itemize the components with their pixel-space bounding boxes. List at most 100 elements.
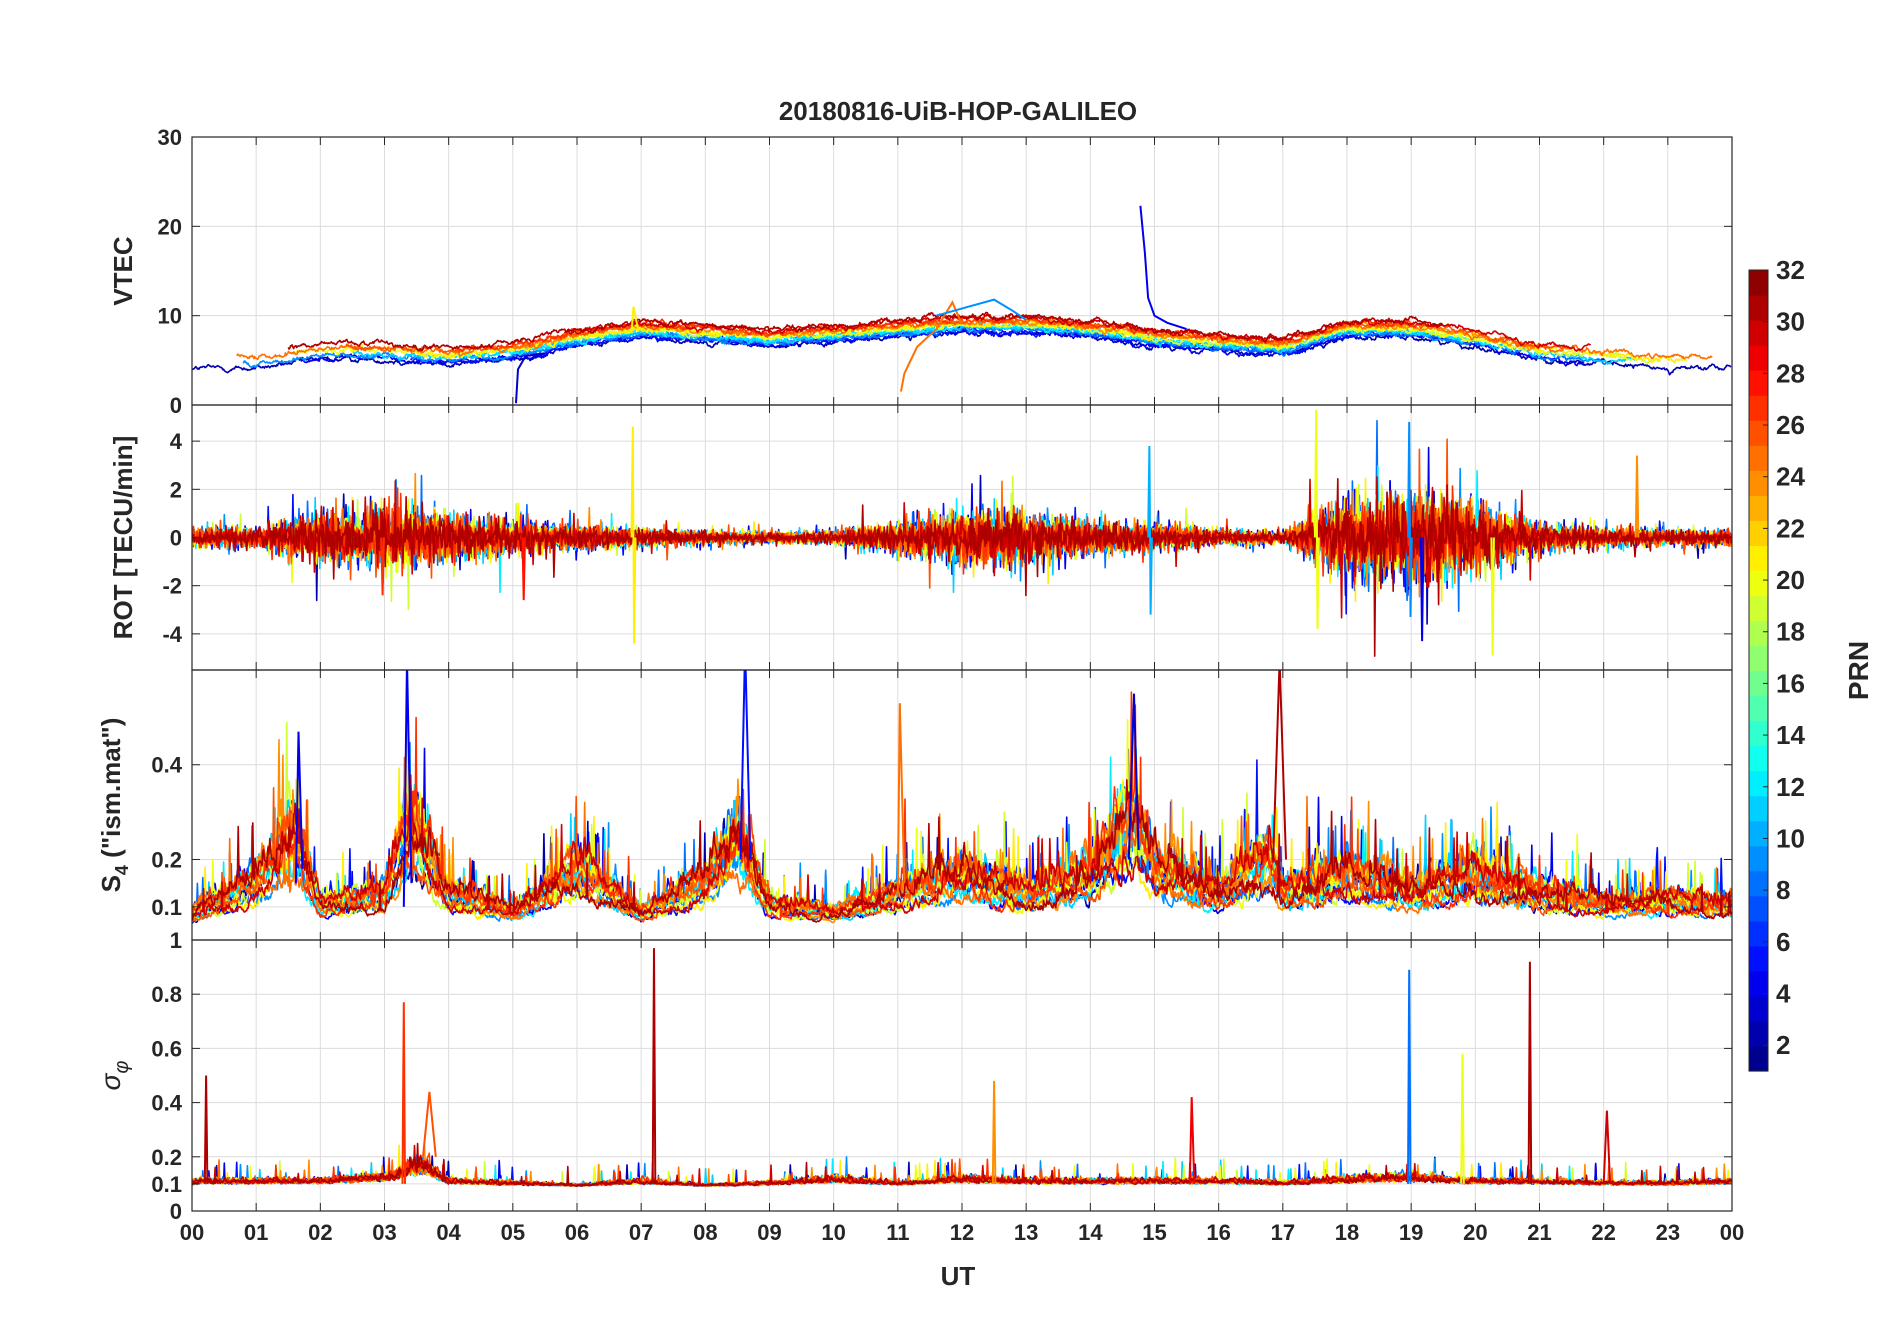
colorbar-segment xyxy=(1749,645,1768,672)
colorbar-segment xyxy=(1749,670,1768,697)
colorbar-segment xyxy=(1749,370,1768,396)
sigma-event-2 xyxy=(1407,969,1412,1184)
panel-s4: 0.1 0.2 0.4 S4 ("ism.mat") xyxy=(96,669,1733,941)
x-tick-label: 08 xyxy=(693,1220,717,1245)
x-tick-label: 00 xyxy=(180,1220,204,1245)
rot-ytick-label: -4 xyxy=(162,622,182,647)
vtec-event-0 xyxy=(1139,205,1187,331)
colorbar-segment xyxy=(1749,1020,1768,1047)
colorbar-segment xyxy=(1749,545,1768,571)
colorbar-segment xyxy=(1749,695,1768,722)
rot-event-0 xyxy=(630,426,637,644)
sigma-event-9 xyxy=(422,1091,437,1157)
s4-event-0 xyxy=(402,670,413,907)
x-tick-label: 11 xyxy=(886,1220,909,1245)
colorbar-tick-label: 12 xyxy=(1776,772,1805,802)
rot-series-prn-30 xyxy=(192,476,1732,619)
rot-ticks: -4 -2 0 2 4 xyxy=(162,405,1733,670)
rot-ytick-label: 2 xyxy=(170,477,182,502)
colorbar-tick-label: 14 xyxy=(1776,720,1805,750)
x-tick-label: 05 xyxy=(501,1220,525,1245)
s4-ytick-label: 0.4 xyxy=(151,753,182,778)
sigma-event-8 xyxy=(1602,1110,1612,1184)
vtec-series-prn-2 xyxy=(192,328,1732,376)
x-tick-label: 09 xyxy=(757,1220,781,1245)
colorbar-segment xyxy=(1749,770,1768,797)
colorbar-segment xyxy=(1749,445,1768,471)
x-tick-label: 04 xyxy=(436,1220,461,1245)
rot-event-6 xyxy=(1419,537,1425,642)
sigma-event-1 xyxy=(1527,961,1533,1184)
x-tick-label: 12 xyxy=(950,1220,974,1245)
rot-ytick-label: 4 xyxy=(170,429,183,454)
sigma-ticks: 00.10.2 0.4 0.6 0.8 1 xyxy=(151,928,1733,1224)
colorbar-tick-label: 20 xyxy=(1776,565,1805,595)
sigma-event-3 xyxy=(401,1002,406,1184)
chart-title: 20180816-UiB-HOP-GALILEO xyxy=(779,96,1137,126)
rot-event-5 xyxy=(1407,421,1413,618)
sigma-event-7 xyxy=(1188,1097,1196,1184)
sigma-series-prn-31 xyxy=(192,1142,1732,1187)
s4-ytick-label: 0.2 xyxy=(151,847,182,872)
vtec-ylabel: VTEC xyxy=(108,236,138,306)
vtec-series xyxy=(192,205,1732,404)
x-tick-label: 06 xyxy=(565,1220,589,1245)
vtec-event-2 xyxy=(900,300,963,392)
colorbar-segment xyxy=(1749,1045,1768,1072)
vtec-event-4 xyxy=(936,298,1027,321)
x-tick-label: 20 xyxy=(1463,1220,1487,1245)
vtec-ytick-label: 10 xyxy=(158,304,182,329)
rot-series xyxy=(192,409,1732,657)
x-tick-label: 02 xyxy=(308,1220,332,1245)
colorbar-segment xyxy=(1749,820,1768,847)
rot-event-3 xyxy=(1147,445,1153,615)
vtec-series-prn-24 xyxy=(512,317,1540,352)
x-tick-label: 21 xyxy=(1527,1220,1551,1245)
rot-ytick-label: 0 xyxy=(170,526,182,551)
s4-series-prn-30 xyxy=(192,790,1732,919)
vtec-event-1 xyxy=(515,352,546,404)
x-tick-label: 18 xyxy=(1335,1220,1359,1245)
vtec-grid xyxy=(192,136,1732,406)
sigma-series-prn-30 xyxy=(192,1144,1732,1187)
colorbar-segment xyxy=(1749,895,1768,922)
s4-event-3 xyxy=(896,703,906,898)
x-tick-label: 15 xyxy=(1142,1220,1166,1245)
sigma-ytick-label: 0.8 xyxy=(151,982,182,1007)
colorbar-segment xyxy=(1749,945,1768,972)
colorbar-tick-label: 4 xyxy=(1776,978,1791,1008)
x-tick-label: 07 xyxy=(629,1220,653,1245)
s4-ticks: 0.1 0.2 0.4 xyxy=(151,670,1733,940)
colorbar-tick-label: 10 xyxy=(1776,823,1805,853)
colorbar-tick-label: 24 xyxy=(1776,462,1805,492)
x-axis: 00 01 02 03 04 05 06 07 08 09 10 11 12 13 14 15 16 17 18 19… xyxy=(180,1220,1744,1245)
colorbar-segment xyxy=(1749,745,1768,772)
s4-event-1 xyxy=(739,670,752,860)
rot-ylabel: ROT [TECU/min] xyxy=(108,436,138,640)
s4-ylabel: S4 ("ism.mat") xyxy=(96,718,132,893)
x-tick-label: 03 xyxy=(372,1220,396,1245)
vtec-series-prn-31 xyxy=(287,311,1444,352)
sigma-ytick-label-top: 1 xyxy=(170,928,182,953)
colorbar-segment xyxy=(1749,270,1768,296)
panel-vtec: 0 10 20 30 VTEC xyxy=(108,125,1733,418)
rot-event-1 xyxy=(380,537,385,596)
vtec-series-prn-9 xyxy=(242,323,1463,369)
s4-series-prn-31 xyxy=(192,774,1732,923)
s4-series xyxy=(192,670,1732,924)
sigma-ytick-label: 0.4 xyxy=(151,1091,182,1116)
sigma-series xyxy=(192,948,1732,1188)
s4-ytick-label: 0.1 xyxy=(151,895,182,920)
colorbar-segment xyxy=(1749,620,1768,647)
sigma-ytick-label: 0.6 xyxy=(151,1036,182,1061)
vtec-series-prn-11 xyxy=(351,322,1636,365)
colorbar-segment xyxy=(1749,295,1768,321)
x-tick-label: 00 xyxy=(1720,1220,1744,1245)
rot-series-prn-31 xyxy=(192,477,1732,657)
colorbar-segment xyxy=(1749,570,1768,597)
rot-event-4 xyxy=(1313,409,1320,630)
rot-event-2 xyxy=(521,537,526,601)
colorbar-segment xyxy=(1749,720,1768,747)
